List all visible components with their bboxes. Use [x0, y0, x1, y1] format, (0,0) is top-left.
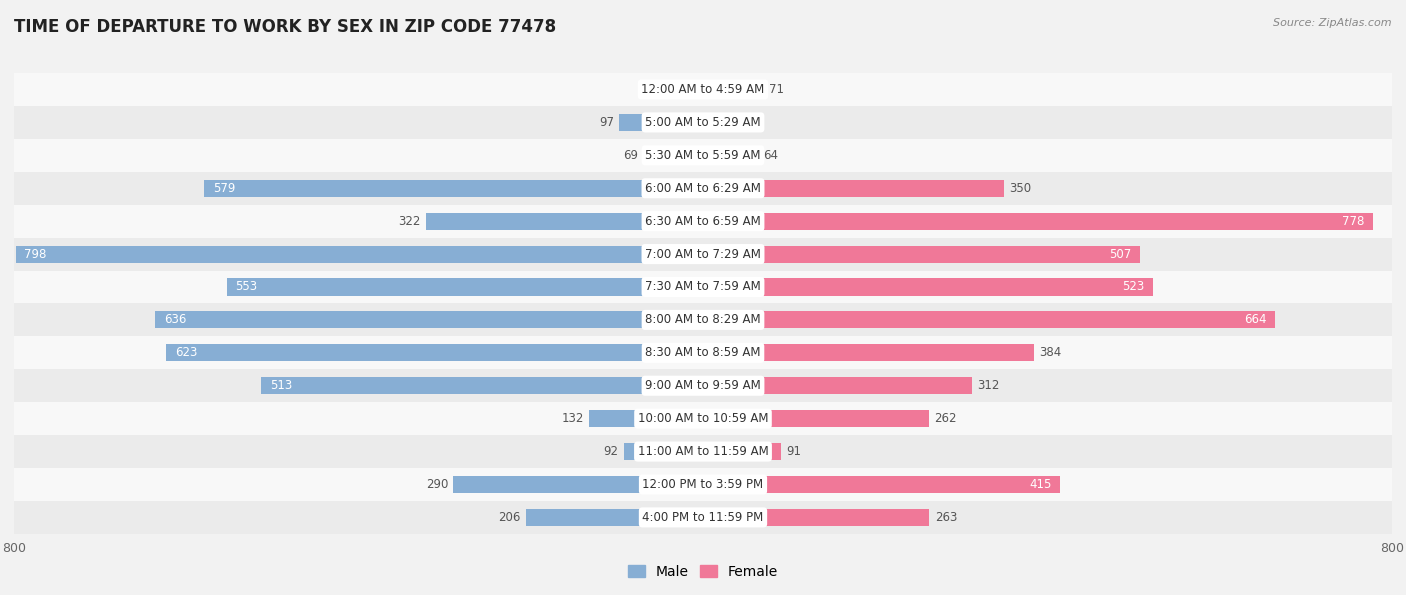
Text: 6:00 AM to 6:29 AM: 6:00 AM to 6:29 AM	[645, 181, 761, 195]
Text: 26: 26	[731, 116, 745, 129]
Bar	[155, 311, 703, 328]
Text: 290: 290	[426, 478, 449, 491]
Text: 523: 523	[1122, 280, 1144, 293]
Bar	[703, 81, 763, 98]
Text: 71: 71	[769, 83, 785, 96]
Text: 8:30 AM to 8:59 AM: 8:30 AM to 8:59 AM	[645, 346, 761, 359]
Bar	[589, 410, 703, 427]
Bar	[0, 172, 1406, 205]
Text: 11:00 AM to 11:59 AM: 11:00 AM to 11:59 AM	[638, 445, 768, 458]
Bar	[0, 468, 1406, 501]
Text: 8:00 AM to 8:29 AM: 8:00 AM to 8:29 AM	[645, 314, 761, 327]
Text: 97: 97	[599, 116, 614, 129]
Text: 322: 322	[398, 215, 420, 228]
Bar	[166, 345, 703, 361]
Bar	[0, 271, 1406, 303]
Text: 7:00 AM to 7:29 AM: 7:00 AM to 7:29 AM	[645, 248, 761, 261]
Text: 132: 132	[562, 412, 583, 425]
Bar	[0, 303, 1406, 336]
Bar	[703, 509, 929, 526]
Bar	[0, 73, 1406, 106]
Text: 623: 623	[176, 346, 197, 359]
Text: 10:00 AM to 10:59 AM: 10:00 AM to 10:59 AM	[638, 412, 768, 425]
Text: 46: 46	[643, 83, 658, 96]
Text: 664: 664	[1244, 314, 1267, 327]
Text: 262: 262	[934, 412, 956, 425]
Bar	[703, 147, 758, 164]
Text: 798: 798	[24, 248, 46, 261]
Text: 778: 778	[1341, 215, 1364, 228]
Text: 507: 507	[1109, 248, 1130, 261]
Bar	[526, 509, 703, 526]
Bar	[0, 237, 1406, 271]
Bar	[0, 369, 1406, 402]
Text: 5:00 AM to 5:29 AM: 5:00 AM to 5:29 AM	[645, 116, 761, 129]
Text: Source: ZipAtlas.com: Source: ZipAtlas.com	[1274, 18, 1392, 28]
Bar	[624, 443, 703, 460]
Bar	[204, 180, 703, 197]
Bar	[703, 278, 1153, 296]
Bar	[262, 377, 703, 394]
Text: 206: 206	[498, 511, 520, 524]
Bar	[703, 443, 782, 460]
Bar	[703, 377, 972, 394]
Text: 64: 64	[763, 149, 779, 162]
Bar	[664, 81, 703, 98]
Bar	[0, 402, 1406, 435]
Text: 92: 92	[603, 445, 619, 458]
Bar	[0, 435, 1406, 468]
Text: 513: 513	[270, 379, 292, 392]
Text: 69: 69	[623, 149, 638, 162]
Bar	[226, 278, 703, 296]
Bar	[644, 147, 703, 164]
Text: 263: 263	[935, 511, 957, 524]
Text: 312: 312	[977, 379, 1000, 392]
Text: 4:00 PM to 11:59 PM: 4:00 PM to 11:59 PM	[643, 511, 763, 524]
Text: 9:00 AM to 9:59 AM: 9:00 AM to 9:59 AM	[645, 379, 761, 392]
Bar	[703, 180, 1004, 197]
Text: TIME OF DEPARTURE TO WORK BY SEX IN ZIP CODE 77478: TIME OF DEPARTURE TO WORK BY SEX IN ZIP …	[14, 18, 557, 36]
Bar	[0, 106, 1406, 139]
Bar	[703, 114, 725, 131]
Bar	[453, 476, 703, 493]
Text: 415: 415	[1029, 478, 1052, 491]
Text: 12:00 PM to 3:59 PM: 12:00 PM to 3:59 PM	[643, 478, 763, 491]
Bar	[0, 139, 1406, 172]
Bar	[15, 246, 703, 262]
Bar	[703, 476, 1060, 493]
Text: 384: 384	[1039, 346, 1062, 359]
Text: 7:30 AM to 7:59 AM: 7:30 AM to 7:59 AM	[645, 280, 761, 293]
Text: 6:30 AM to 6:59 AM: 6:30 AM to 6:59 AM	[645, 215, 761, 228]
Legend: Male, Female: Male, Female	[623, 559, 783, 584]
Bar	[0, 501, 1406, 534]
Text: 579: 579	[212, 181, 235, 195]
Bar	[620, 114, 703, 131]
Bar	[703, 212, 1374, 230]
Bar	[426, 212, 703, 230]
Text: 91: 91	[786, 445, 801, 458]
Bar	[0, 205, 1406, 237]
Text: 12:00 AM to 4:59 AM: 12:00 AM to 4:59 AM	[641, 83, 765, 96]
Bar	[0, 336, 1406, 369]
Bar	[703, 345, 1033, 361]
Bar	[703, 410, 928, 427]
Bar	[703, 246, 1140, 262]
Text: 350: 350	[1010, 181, 1032, 195]
Text: 636: 636	[165, 314, 186, 327]
Bar	[703, 311, 1275, 328]
Text: 553: 553	[235, 280, 257, 293]
Text: 5:30 AM to 5:59 AM: 5:30 AM to 5:59 AM	[645, 149, 761, 162]
